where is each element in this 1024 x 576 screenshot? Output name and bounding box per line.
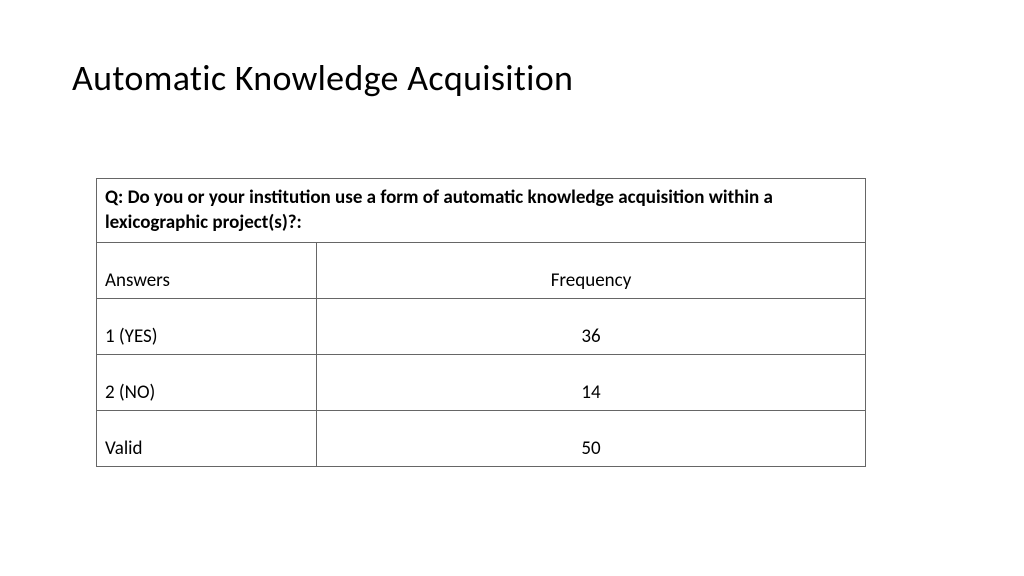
survey-table-container: Q: Do you or your institution use a form…: [96, 178, 866, 467]
question-cell: Q: Do you or your institution use a form…: [97, 179, 866, 243]
answer-cell: 2 (NO): [97, 355, 317, 411]
answer-cell: Valid: [97, 411, 317, 467]
survey-table: Q: Do you or your institution use a form…: [96, 178, 866, 467]
question-row: Q: Do you or your institution use a form…: [97, 179, 866, 243]
frequency-cell: 14: [317, 355, 866, 411]
column-header-frequency: Frequency: [317, 243, 866, 299]
column-header-answers: Answers: [97, 243, 317, 299]
table-header-row: Answers Frequency: [97, 243, 866, 299]
table-row: 1 (YES) 36: [97, 299, 866, 355]
table-row: 2 (NO) 14: [97, 355, 866, 411]
table-row: Valid 50: [97, 411, 866, 467]
frequency-cell: 50: [317, 411, 866, 467]
answer-cell: 1 (YES): [97, 299, 317, 355]
slide-title: Automatic Knowledge Acquisition: [72, 56, 573, 100]
frequency-cell: 36: [317, 299, 866, 355]
